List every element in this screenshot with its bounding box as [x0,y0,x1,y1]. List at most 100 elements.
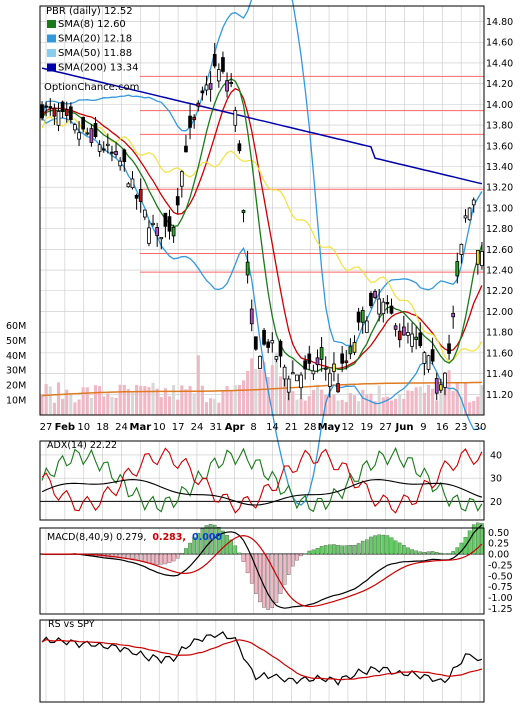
volume-bar [135,384,139,415]
x-tick-label: 27 [40,422,53,433]
volume-bar [299,398,303,415]
macd-histogram-bar [217,527,221,555]
x-tick-label: Feb [55,422,75,433]
candle-body [315,357,320,366]
volume-bar [40,394,44,415]
adx-red-line [41,447,483,514]
x-tick-label: 12 [342,422,355,433]
macd-histogram-bar [422,552,427,555]
macd-histogram-bar [241,553,246,562]
rs-line [41,631,483,686]
volume-bar [262,361,266,415]
volume-bar [336,400,340,415]
volume-tick-label: 50M [6,336,26,347]
macd-histogram-bar [443,553,447,555]
price-tick-label: 12.20 [486,286,513,297]
volume-bar [307,396,311,415]
volume-bar [418,386,422,415]
candle-body [56,111,61,126]
candle-body [262,329,266,345]
volume-bar [250,358,254,415]
candle-body [369,292,373,307]
legend-entry: SMA(8) 12.60 [58,19,126,30]
candle-body [171,226,176,237]
volume-bar [155,388,159,415]
candle-body [118,160,123,167]
price-tick-label: 14.60 [486,38,513,49]
x-tick-label: 27 [379,422,392,433]
macd-histogram-bar [270,553,275,609]
legend-entry: SMA(50) 11.88 [58,48,132,59]
panel-frame [39,619,485,703]
candle-body [208,83,213,90]
x-tick-label: 31 [209,422,222,433]
candle-body [110,151,114,154]
macd-histogram-bar [180,553,184,555]
candle-body [340,353,345,364]
volume-bar [431,388,435,415]
candle-body [85,132,90,135]
macd-histogram-bar [147,553,151,564]
x-tick-label: 19 [360,422,373,433]
macd-histogram-bar [307,550,312,555]
volume-bar [389,400,394,415]
macd-histogram-bar [373,535,377,555]
volume-bar [213,398,217,415]
volume-bar [394,398,398,415]
volume-bar [233,385,237,415]
x-tick-label: 28 [304,422,317,433]
candle-body [286,378,291,393]
volume-bar [266,377,270,415]
price-tick-label: 13.60 [486,141,513,152]
volume-bar [77,399,81,415]
red-average-line [41,87,483,370]
x-tick-label: 10 [77,422,90,433]
volume-bar [365,394,369,415]
macd-histogram-bar [237,552,242,555]
overlay-layer [41,0,484,506]
candle-body [385,302,390,305]
text-layer: 27 Feb 10 18 24 Mar 10 17 24 31 Apr 8 14 21 28 May 12 19 2… [6,17,513,615]
volume-bar [246,370,250,415]
candle-body [299,374,303,389]
macd-histogram-bar [138,553,143,561]
macd-histogram-bar [143,553,147,562]
price-title: PBR (daily) 12.52 [46,6,133,17]
macd-histogram-bar [303,553,307,555]
volume-bar [130,392,135,415]
price-tick-label: 13.20 [486,183,513,194]
candle-body [196,102,201,107]
volume-bar [151,382,155,415]
candle-body [134,194,139,199]
x-tick-label: 24 [191,422,204,433]
volume-bar [410,390,414,415]
candle-body [295,374,299,382]
candle-body [422,352,427,364]
macd-histogram-bar [167,553,172,563]
volume-bar [73,402,77,415]
volume-bar [258,369,262,415]
price-tick-label: 11.20 [486,390,513,401]
candle-body [270,340,275,344]
volume-bar [65,389,69,415]
volume-bar [357,401,361,415]
price-tick-label: 14.00 [486,100,513,111]
candle-body [430,349,435,362]
volume-bar [188,386,192,415]
candle-body [93,123,98,137]
rs-average-line [41,638,483,681]
macd-line [42,524,483,609]
macd-tick-label: 0.25 [488,539,509,550]
volume-tick-label: 30M [6,366,26,377]
macd-histogram-bar [418,551,423,555]
volume-bar [229,389,233,415]
macd-histogram-bar [233,545,238,555]
adx-black-line [41,479,483,506]
candle-body [307,353,312,364]
candle-body [241,210,246,214]
candle-body [356,311,361,323]
candle-body [443,372,447,388]
candle-body [438,384,443,391]
candle-body [258,355,262,369]
candle-body [147,227,151,244]
